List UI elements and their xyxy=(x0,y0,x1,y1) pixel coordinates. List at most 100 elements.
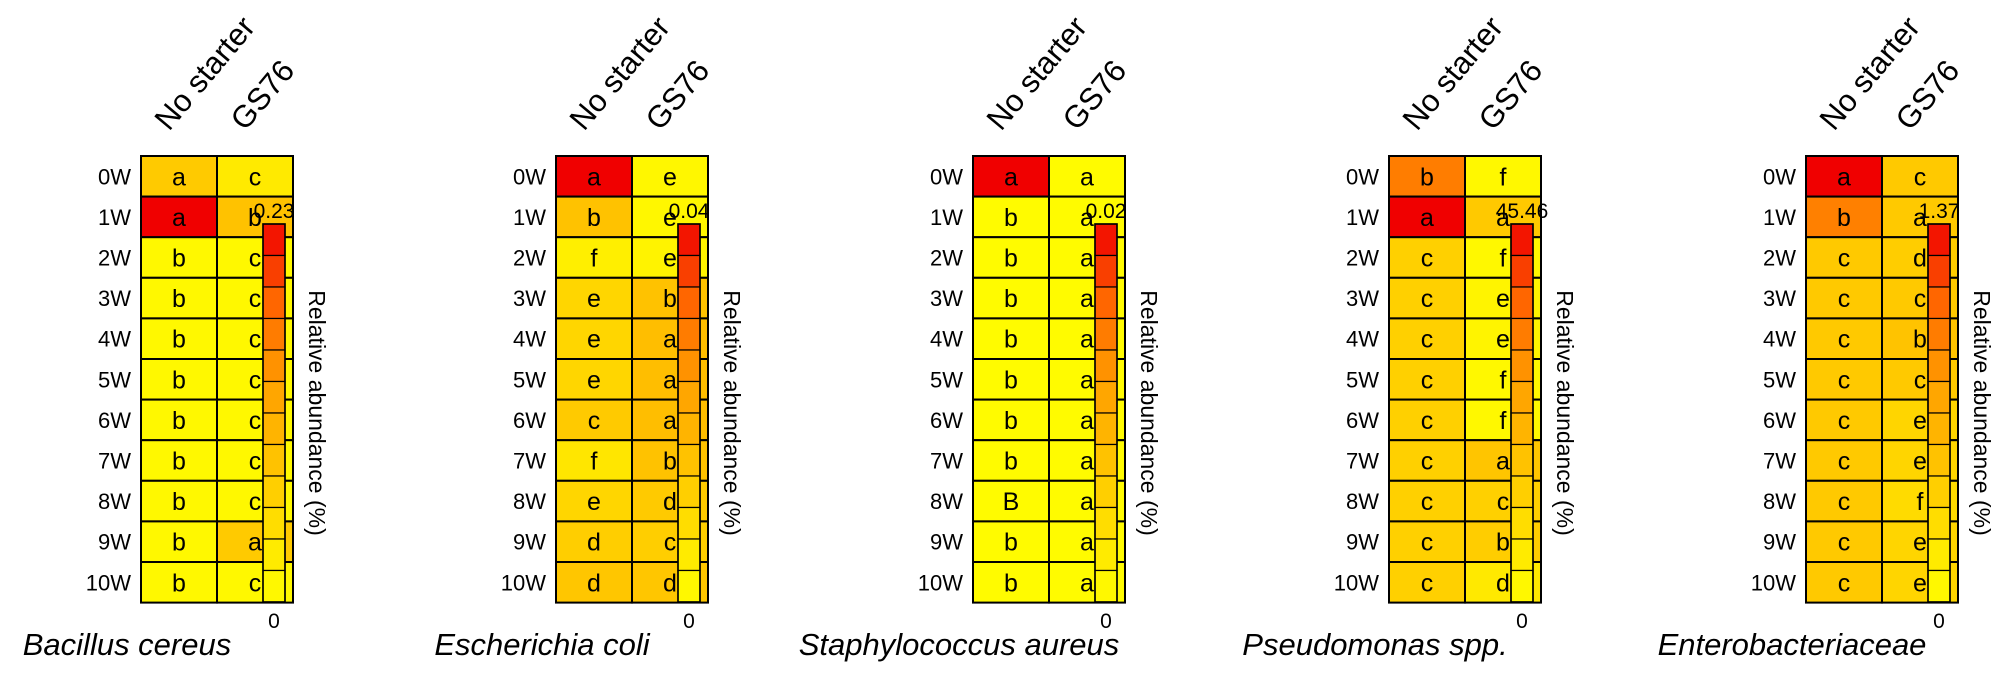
colorbar-segment xyxy=(1927,506,1951,540)
significance-letter: b xyxy=(1004,326,1018,354)
heatmap-cell xyxy=(972,358,1050,401)
colorbar-segment xyxy=(262,380,286,414)
heatmap-cell xyxy=(1805,276,1883,320)
colorbar-segment xyxy=(262,506,286,540)
significance-letter: b xyxy=(1004,407,1018,435)
significance-letter: c xyxy=(249,163,262,191)
species-title: Enterobacteriaceae xyxy=(1658,627,1927,662)
colorbar-segment xyxy=(1094,569,1118,603)
significance-letter: f xyxy=(1500,366,1507,394)
significance-letter: a xyxy=(1080,407,1094,435)
significance-letter: a xyxy=(1080,163,1094,191)
significance-letter: a xyxy=(172,204,186,232)
heatmap-cell xyxy=(216,155,294,198)
significance-letter: f xyxy=(1917,488,1924,516)
significance-letter: e xyxy=(1913,407,1927,435)
significance-letter: b xyxy=(663,448,677,476)
heatmap-cell xyxy=(1805,520,1883,564)
significance-letter: c xyxy=(1838,366,1851,394)
heatmap-cell xyxy=(1805,195,1883,239)
significance-letter: c xyxy=(1421,569,1434,597)
row-label: 9W xyxy=(930,530,963,555)
colorbar-segment xyxy=(1510,317,1534,351)
significance-letter: c xyxy=(1838,448,1851,476)
significance-letter: c xyxy=(1838,569,1851,597)
significance-letter: a xyxy=(1080,204,1094,232)
colorbar-frame xyxy=(262,223,286,603)
row-label: 8W xyxy=(1346,489,1379,514)
row-label: 4W xyxy=(513,327,546,352)
heatmap-cell xyxy=(140,155,218,198)
row-label: 6W xyxy=(1346,408,1379,433)
colorbar-label: Relative abundance (%) xyxy=(1552,290,1578,535)
row-label: 2W xyxy=(1763,246,1796,271)
species-title: Bacillus cereus xyxy=(23,627,231,662)
colorbar-segment xyxy=(677,317,701,351)
colorbar-segment xyxy=(262,223,286,257)
colorbar-segment xyxy=(1927,569,1951,603)
colorbar-segment xyxy=(677,475,701,509)
heatmap-cell xyxy=(972,317,1050,360)
significance-letter: d xyxy=(1496,569,1510,597)
significance-letter: d xyxy=(587,569,601,597)
heatmap-cell xyxy=(972,398,1050,442)
colorbar-max-label: 1.37 xyxy=(1919,200,1960,223)
heatmap-cell xyxy=(555,317,633,360)
heatmap-cell xyxy=(1805,317,1883,360)
colorbar-segment xyxy=(677,412,701,446)
colorbar-segment xyxy=(1094,506,1118,540)
colorbar-min-label: 0 xyxy=(683,610,695,633)
row-label: 10W xyxy=(1334,570,1379,595)
species-title: Pseudomonas spp. xyxy=(1242,627,1507,662)
column-header: GS76 xyxy=(224,53,302,136)
significance-letter: a xyxy=(1496,448,1510,476)
row-label: 2W xyxy=(930,246,963,271)
colorbar-segment xyxy=(1094,317,1118,351)
colorbar-segment xyxy=(262,349,286,383)
significance-letter: c xyxy=(249,407,262,435)
significance-letter: c xyxy=(249,488,262,516)
colorbar-segment xyxy=(1927,443,1951,477)
significance-letter: b xyxy=(1496,529,1510,557)
row-label: 3W xyxy=(513,286,546,311)
row-label: 5W xyxy=(1346,367,1379,392)
significance-letter: c xyxy=(1421,448,1434,476)
colorbar-segment xyxy=(1094,412,1118,446)
colorbar-frame xyxy=(1094,223,1118,603)
significance-letter: a xyxy=(1913,204,1927,232)
colorbar-label: Relative abundance (%) xyxy=(1969,290,1995,535)
heatmap-cell xyxy=(1805,398,1883,442)
colorbar-min-label: 0 xyxy=(1100,610,1112,633)
significance-letter: c xyxy=(1838,407,1851,435)
row-label: 7W xyxy=(513,449,546,474)
significance-letter: f xyxy=(1500,407,1507,435)
significance-letter: a xyxy=(1496,204,1510,232)
colorbar-segment xyxy=(1094,538,1118,572)
heatmap-cell xyxy=(631,155,709,198)
colorbar-segment xyxy=(677,506,701,540)
significance-letter: a xyxy=(663,407,677,435)
significance-letter: B xyxy=(1003,488,1020,516)
colorbar-min-label: 0 xyxy=(1933,610,1945,633)
significance-letter: a xyxy=(587,163,601,191)
column-header: GS76 xyxy=(639,53,717,136)
colorbar-segment xyxy=(262,569,286,603)
row-label: 0W xyxy=(98,164,131,189)
colorbar-segment xyxy=(677,538,701,572)
row-label: 3W xyxy=(930,286,963,311)
significance-letter: c xyxy=(249,366,262,394)
colorbar-segment xyxy=(1927,380,1951,414)
colorbar-segment xyxy=(262,317,286,351)
significance-letter: e xyxy=(663,204,677,232)
significance-letter: c xyxy=(249,448,262,476)
row-label: 6W xyxy=(1763,408,1796,433)
colorbar-segment xyxy=(1094,475,1118,509)
significance-letter: c xyxy=(664,529,677,557)
significance-letter: c xyxy=(1421,326,1434,354)
row-label: 0W xyxy=(1763,164,1796,189)
significance-letter: b xyxy=(172,407,186,435)
colorbar-segment xyxy=(1510,412,1534,446)
row-label: 8W xyxy=(513,489,546,514)
